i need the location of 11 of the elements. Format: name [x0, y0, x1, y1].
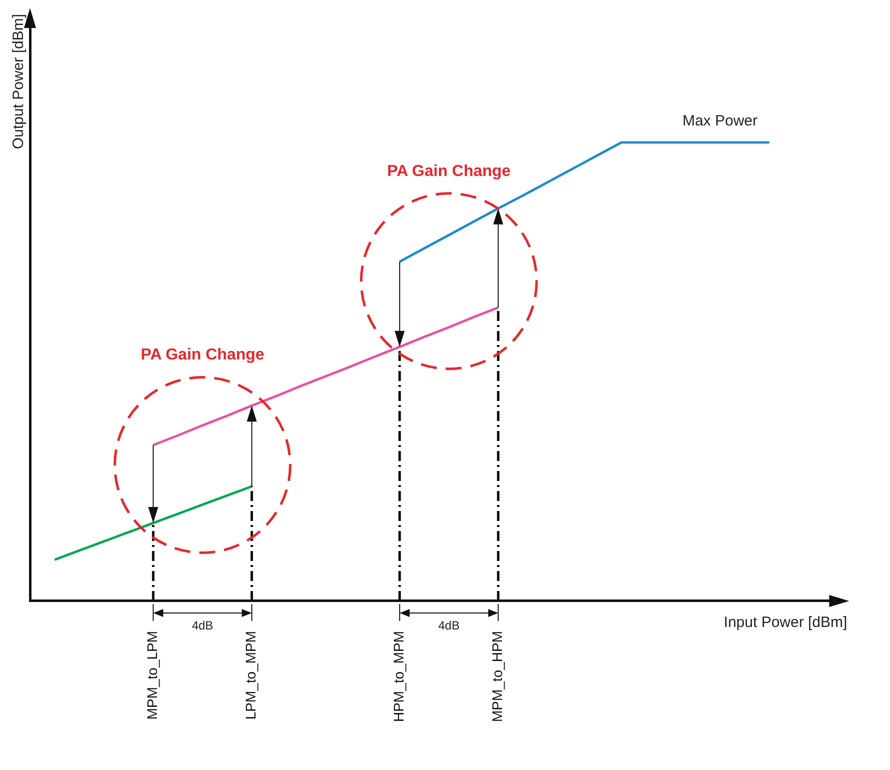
x-axis-title: Input Power [dBm]	[724, 614, 848, 632]
x-tick-label: HPM_to_MPM	[390, 630, 406, 722]
y-axis-title: Output Power [dBm]	[10, 14, 28, 150]
x-tick-label: MPM_to_HPM	[489, 630, 506, 722]
annotation: PA Gain Change	[140, 346, 264, 364]
x-tick-label: LPM_to_MPM	[242, 630, 259, 720]
text: 4dB	[438, 618, 460, 632]
x-tick-label: MPM_to_LPM	[144, 630, 160, 720]
annotation: PA Gain Change	[387, 162, 511, 180]
text: Max Power	[682, 112, 758, 130]
text: 4dB	[192, 618, 214, 632]
